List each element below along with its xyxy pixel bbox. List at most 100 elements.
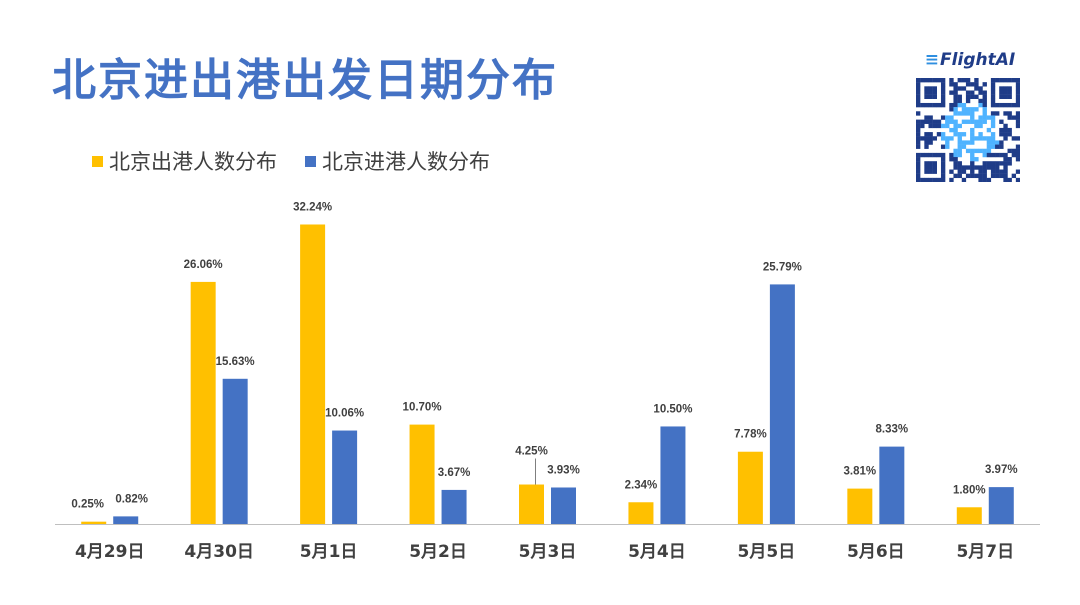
x-tick-label: 5月5日 — [738, 542, 796, 562]
qr-module — [982, 169, 987, 174]
qr-module — [924, 144, 929, 149]
qr-finder-module — [916, 152, 921, 158]
qr-finder-module — [999, 102, 1004, 108]
bar-outbound — [628, 502, 654, 524]
qr-module — [957, 140, 962, 145]
bar-inbound — [769, 284, 795, 524]
qr-finder-module — [940, 157, 946, 162]
qr-module — [974, 78, 979, 83]
qr-module — [928, 136, 933, 141]
qr-module — [916, 136, 921, 141]
qr-module — [978, 132, 983, 137]
qr-module — [970, 165, 975, 170]
bar-inbound — [222, 378, 248, 524]
qr-finder-module — [924, 152, 929, 158]
qr-module — [924, 136, 929, 141]
qr-module — [949, 82, 954, 87]
qr-finder-module — [999, 86, 1004, 91]
qr-finder-module — [916, 102, 921, 108]
qr-module — [1003, 123, 1008, 129]
qr-module — [974, 123, 979, 129]
qr-finder-module — [916, 86, 921, 91]
qr-module — [999, 169, 1004, 174]
legend-label-inbound: 北京进港人数分布 — [322, 150, 490, 174]
data-label-inbound: 8.33% — [876, 424, 909, 436]
qr-module — [1015, 148, 1020, 154]
qr-finder-module — [924, 165, 929, 170]
qr-module — [986, 161, 992, 166]
legend-swatch-outbound — [92, 155, 103, 167]
qr-module — [953, 98, 958, 104]
data-label-inbound: 25.79% — [763, 261, 802, 273]
qr-module — [957, 169, 962, 174]
qr-finder-module — [999, 78, 1004, 83]
qr-finder-module — [916, 173, 921, 179]
qr-module — [957, 161, 962, 166]
qr-finder-module — [990, 82, 996, 87]
data-label-outbound: 32.24% — [293, 201, 332, 213]
qr-finder-module — [940, 177, 946, 182]
qr-finder-module — [995, 102, 1000, 108]
qr-module — [1007, 127, 1012, 133]
qr-module — [978, 123, 983, 129]
qr-module — [953, 102, 958, 108]
qr-module — [1007, 161, 1012, 166]
qr-finder-module — [932, 165, 937, 170]
legend-swatch-inbound — [305, 155, 316, 167]
qr-module — [982, 148, 987, 154]
qr-finder-module — [1003, 102, 1008, 108]
qr-module — [999, 152, 1004, 158]
qr-module — [961, 140, 967, 145]
bar-outbound — [300, 224, 326, 524]
qr-finder-module — [924, 169, 929, 174]
qr-module — [945, 115, 950, 120]
qr-finder-module — [940, 78, 946, 83]
qr-module — [916, 127, 921, 133]
qr-module — [982, 90, 987, 95]
qr-module — [940, 115, 946, 120]
qr-module — [940, 144, 946, 149]
qr-module — [1011, 136, 1017, 141]
qr-finder-module — [1015, 94, 1020, 99]
qr-finder-module — [940, 152, 946, 158]
x-tick-label: 5月6日 — [847, 542, 905, 562]
qr-module — [1007, 157, 1012, 162]
qr-finder-module — [932, 90, 937, 95]
qr-module — [990, 161, 996, 166]
qr-module — [1003, 132, 1008, 137]
qr-module — [990, 173, 996, 179]
qr-module — [970, 94, 975, 99]
qr-finder-module — [1015, 90, 1020, 95]
qr-module — [1015, 123, 1020, 129]
qr-finder-module — [1015, 78, 1020, 83]
qr-module — [974, 119, 979, 124]
qr-module — [965, 98, 971, 104]
qr-module — [953, 107, 958, 112]
qr-module — [965, 148, 971, 154]
qr-module — [999, 119, 1004, 124]
qr-module — [1015, 115, 1020, 120]
bar-outbound — [409, 424, 435, 524]
qr-finder-module — [1011, 78, 1017, 83]
qr-finder-module — [916, 78, 921, 83]
chart-legend: 北京出港人数分布 北京进港人数分布 — [92, 146, 518, 176]
qr-module — [970, 132, 975, 137]
qr-finder-module — [928, 169, 933, 174]
x-tick-label: 5月4日 — [628, 542, 686, 562]
qr-finder-module — [1015, 98, 1020, 104]
qr-module — [995, 140, 1000, 145]
qr-finder-module — [990, 94, 996, 99]
qr-module — [986, 140, 992, 145]
qr-module — [953, 119, 958, 124]
qr-module — [949, 177, 954, 182]
qr-finder-module — [999, 94, 1004, 99]
qr-module — [1007, 115, 1012, 120]
qr-module — [970, 119, 975, 124]
data-label-inbound: 3.93% — [547, 464, 580, 476]
qr-finder-module — [932, 161, 937, 166]
qr-module — [932, 136, 937, 141]
qr-module — [961, 107, 967, 112]
qr-module — [1015, 177, 1020, 182]
qr-finder-module — [920, 102, 925, 108]
qr-module — [990, 123, 996, 129]
